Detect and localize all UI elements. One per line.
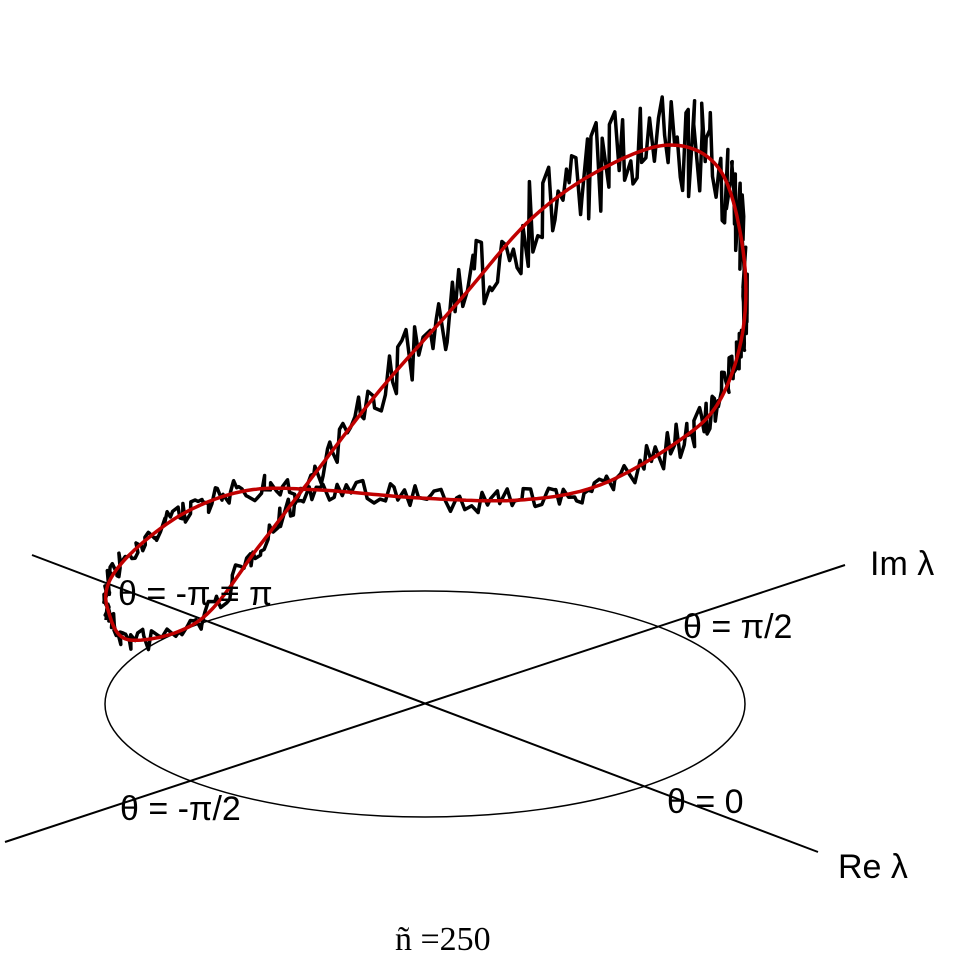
angle-label: θ = 0: [667, 783, 744, 821]
curves: [102, 95, 749, 652]
noisy-curve: [102, 95, 749, 652]
im-axis: [4, 564, 846, 843]
angle-label: θ = π/2: [683, 608, 792, 646]
re-axis-label: Re λ: [838, 848, 908, 886]
angle-label: θ = -π/2: [120, 790, 241, 828]
caption: ñ =250: [395, 921, 491, 958]
im-axis-label: Im λ: [870, 545, 934, 583]
angle-label: θ = -π ≡ π: [118, 575, 273, 613]
unit-circle: [104, 590, 746, 818]
smooth-curve: [103, 143, 748, 643]
